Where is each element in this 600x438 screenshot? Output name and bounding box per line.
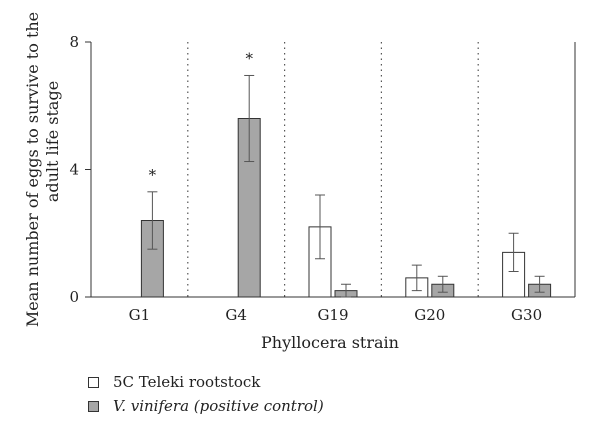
- y-tick-label: 4: [69, 161, 79, 179]
- legend-swatch-vinifera: [88, 400, 99, 412]
- significance-asterisk: *: [149, 166, 157, 184]
- y-tick-label: 8: [69, 33, 79, 51]
- x-tick-label-G30: G30: [511, 306, 542, 324]
- y-axis-title-line1: Mean number of eggs to survive to the: [23, 12, 42, 327]
- x-tick-label-G19: G19: [317, 306, 348, 324]
- y-axis-title-line2: adult life stage: [43, 81, 62, 202]
- x-tick-label-G20: G20: [414, 306, 445, 324]
- bar-chart: 0 4 8 * G1 * G4 G19 G20 G30 Phyllocera strain Mean …: [23, 12, 576, 352]
- legend-item-vinifera: V. vinifera (positive control): [88, 394, 324, 418]
- x-axis-title: Phyllocera strain: [261, 333, 399, 352]
- legend: 5C Teleki rootstock V. vinifera (positiv…: [88, 370, 324, 418]
- legend-swatch-teleki: [88, 376, 99, 388]
- y-tick-label: 0: [69, 288, 79, 306]
- legend-label-vinifera: V. vinifera (positive control): [113, 397, 324, 415]
- x-tick-label-G4: G4: [225, 306, 247, 324]
- legend-label-teleki: 5C Teleki rootstock: [113, 373, 261, 391]
- significance-asterisk: *: [245, 49, 253, 67]
- legend-item-teleki: 5C Teleki rootstock: [88, 370, 324, 394]
- x-tick-label-G1: G1: [129, 306, 151, 324]
